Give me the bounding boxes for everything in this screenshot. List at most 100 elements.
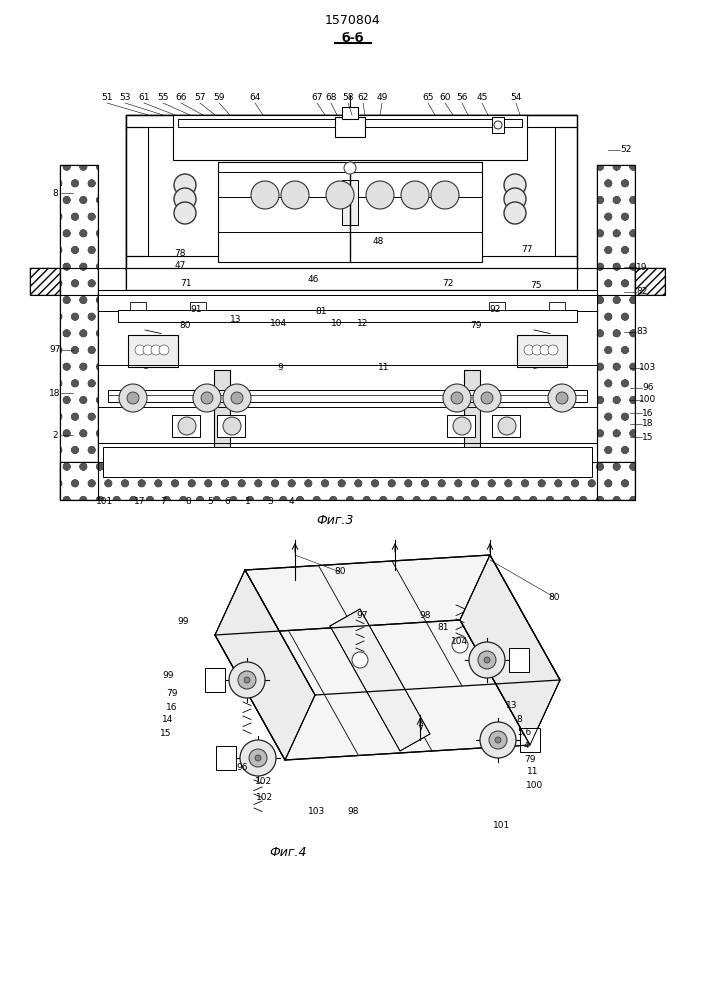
Bar [597,165,635,500]
Text: 81: 81 [315,306,327,316]
Bar [555,127,577,256]
Bar [98,290,597,462]
Text: 46: 46 [308,275,319,284]
Bar [520,728,540,752]
Text: 45: 45 [477,94,488,103]
Circle shape [352,652,368,668]
Text: 101: 101 [96,497,114,506]
Text: Фиг.4: Фиг.4 [269,846,307,859]
Text: 96: 96 [642,383,654,392]
Text: 104: 104 [452,637,469,646]
Text: 4: 4 [523,742,529,750]
Bar [492,415,520,437]
Bar [126,268,577,290]
Circle shape [431,181,459,209]
Circle shape [231,392,243,404]
Circle shape [143,345,153,355]
Circle shape [401,181,429,209]
Circle shape [127,392,139,404]
Bar [216,746,236,770]
Bar [30,268,60,295]
Circle shape [223,417,241,435]
Text: 82: 82 [636,288,648,296]
Circle shape [524,345,534,355]
Circle shape [174,174,196,196]
Circle shape [178,417,196,435]
Text: 99: 99 [162,670,174,680]
Bar [173,115,527,160]
Text: 8: 8 [52,188,58,198]
Bar [217,415,245,437]
Bar [60,462,635,500]
Text: 14: 14 [163,716,174,724]
Bar [342,107,358,119]
Polygon shape [330,609,430,751]
Text: 47: 47 [175,261,186,270]
Bar [60,165,98,500]
Text: 58: 58 [342,94,354,103]
Text: 16: 16 [166,702,177,712]
Bar [126,256,577,270]
Circle shape [548,345,558,355]
Bar [98,295,597,311]
Text: Фиг.3: Фиг.3 [316,514,354,526]
Text: 80: 80 [180,322,191,330]
Circle shape [326,181,354,209]
Bar [178,119,522,127]
Bar [126,127,148,256]
Text: 78: 78 [174,248,186,257]
Text: 11: 11 [527,768,539,776]
Circle shape [366,181,394,209]
Bar [60,462,635,500]
Circle shape [344,162,356,174]
Text: 3: 3 [267,497,273,506]
Text: 65: 65 [422,94,434,103]
Text: 6: 6 [224,497,230,506]
Text: 54: 54 [510,94,522,103]
Circle shape [452,637,468,653]
Polygon shape [245,555,560,695]
Bar [218,162,482,172]
Text: 98: 98 [419,611,431,620]
Circle shape [223,384,251,412]
Circle shape [540,345,550,355]
Text: 57: 57 [194,94,206,103]
Text: 12: 12 [357,318,368,328]
Text: 103: 103 [308,806,326,816]
Circle shape [480,722,516,758]
Text: 59: 59 [214,94,225,103]
Circle shape [495,737,501,743]
Text: 66: 66 [175,94,187,103]
Bar [214,370,230,462]
Text: 18: 18 [49,388,61,397]
Circle shape [229,662,265,698]
Text: 64: 64 [250,94,261,103]
Text: 51: 51 [101,94,112,103]
Text: 97: 97 [356,610,368,619]
Bar [489,302,505,310]
Text: 104: 104 [271,318,288,328]
Circle shape [159,345,169,355]
Circle shape [504,202,526,224]
Text: 67: 67 [311,94,323,103]
Text: 48: 48 [373,236,384,245]
Text: 68: 68 [325,94,337,103]
Bar [205,668,225,692]
Bar [342,180,358,225]
Bar [126,268,577,290]
Text: 13: 13 [506,702,518,710]
Polygon shape [215,570,315,760]
Text: 1570804: 1570804 [325,13,381,26]
Text: 77: 77 [521,244,533,253]
Bar [597,165,635,500]
Bar [190,302,206,310]
Text: 1: 1 [245,497,251,506]
Circle shape [489,731,507,749]
Text: 75: 75 [530,280,542,290]
Circle shape [119,384,147,412]
Text: 100: 100 [639,395,657,404]
Bar [108,390,587,402]
Text: 96: 96 [236,764,247,772]
Bar [172,415,200,437]
Bar [98,295,597,311]
